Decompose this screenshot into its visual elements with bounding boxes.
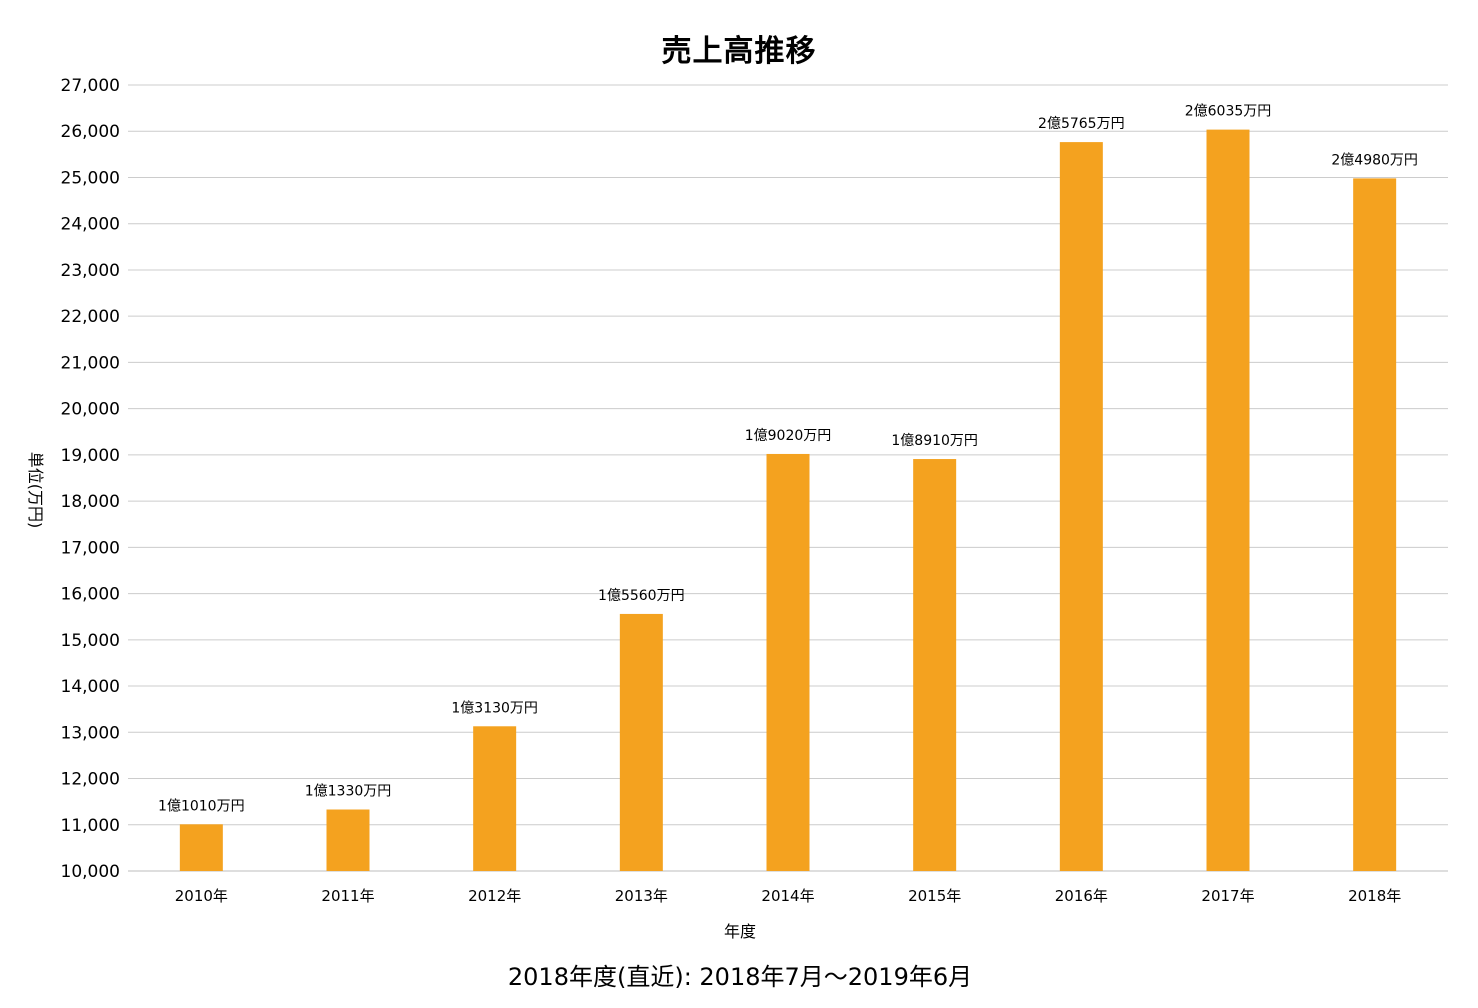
data-label: 1億1330万円: [305, 784, 392, 800]
y-tick-label: 18,000: [61, 492, 120, 512]
bars: [179, 129, 1397, 872]
y-tick-label: 10,000: [61, 862, 120, 882]
y-tick-label: 11,000: [61, 816, 120, 836]
x-axis-ticks: 2010年 2011年 2012年 2013年 2014年 2015年 2016年 2017年…: [175, 887, 1402, 905]
y-tick-label: 15,000: [61, 631, 120, 651]
y-tick-label: 17,000: [61, 538, 120, 558]
data-label: 1億5560万円: [598, 588, 685, 604]
x-tick-label: 2014年: [761, 887, 814, 905]
x-tick-label: 2018年: [1348, 887, 1401, 905]
data-label: 2億5765万円: [1038, 116, 1125, 132]
data-label: 1億1010万円: [158, 798, 245, 814]
bar: [326, 809, 370, 871]
bar: [473, 726, 517, 871]
y-tick-label: 23,000: [61, 261, 120, 281]
y-tick-label: 12,000: [61, 770, 120, 790]
y-tick-label: 24,000: [61, 215, 120, 235]
bar: [1353, 178, 1397, 872]
x-tick-label: 2017年: [1201, 887, 1254, 905]
data-labels: 1億1010万円 1億1330万円 1億3130万円 1億5560万円 1億9020万円…: [158, 104, 1418, 815]
x-tick-label: 2016年: [1055, 887, 1108, 905]
x-tick-label: 2011年: [321, 887, 374, 905]
y-tick-label: 25,000: [61, 168, 120, 188]
x-tick-label: 2015年: [908, 887, 961, 905]
y-tick-label: 19,000: [61, 446, 120, 466]
y-tick-label: 22,000: [61, 307, 120, 327]
x-tick-label: 2013年: [615, 887, 668, 905]
x-tick-label: 2010年: [175, 887, 228, 905]
y-tick-label: 14,000: [61, 677, 120, 697]
bar: [179, 824, 223, 871]
chart-title: 売上高推移: [661, 34, 817, 69]
y-tick-label: 27,000: [61, 76, 120, 96]
x-axis-label: 年度: [724, 922, 756, 941]
data-label: 2億4980万円: [1331, 152, 1418, 168]
y-tick-label: 26,000: [61, 122, 120, 142]
y-tick-label: 20,000: [61, 400, 120, 420]
y-tick-label: 16,000: [61, 585, 120, 605]
data-label: 1億3130万円: [451, 700, 538, 716]
y-axis-ticks: 10,000 11,000 12,000 13,000 14,000 15,000 16,0…: [61, 76, 120, 882]
y-tick-label: 21,000: [61, 353, 120, 373]
y-axis-label: 単位(万円): [26, 452, 45, 529]
bar: [619, 613, 663, 871]
bar: [1206, 129, 1250, 871]
bar: [766, 453, 810, 871]
footnote: 2018年度(直近): 2018年7月〜2019年6月: [508, 963, 972, 991]
data-label: 1億9020万円: [745, 428, 832, 444]
y-tick-label: 13,000: [61, 723, 120, 743]
data-label: 2億6035万円: [1185, 104, 1272, 120]
data-label: 1億8910万円: [891, 433, 978, 449]
x-tick-label: 2012年: [468, 887, 521, 905]
bar: [1059, 142, 1103, 871]
bar: [913, 459, 957, 871]
